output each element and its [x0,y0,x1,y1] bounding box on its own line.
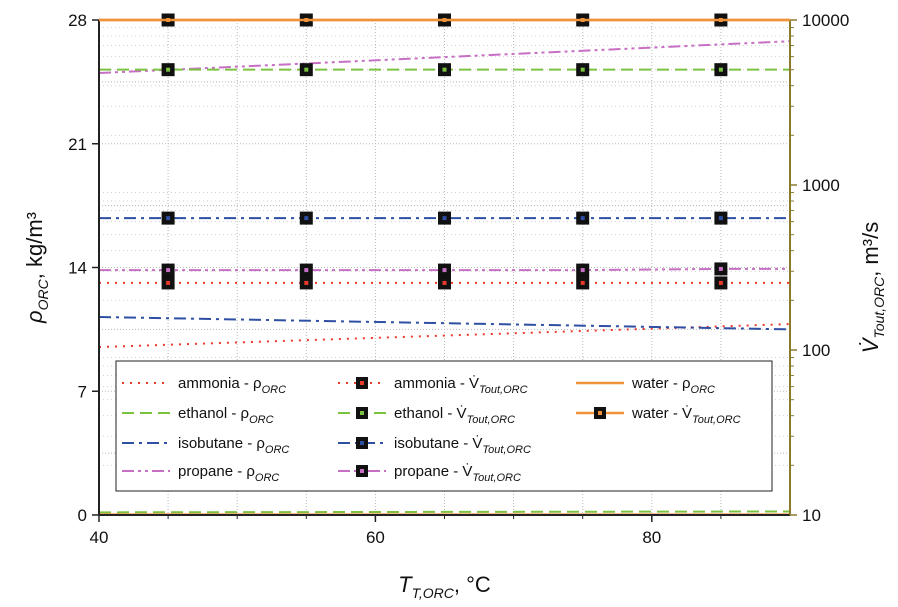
legend-label-main: ethanol - V̇ [394,405,467,422]
legend-label-6: isobutane - ρORC [178,435,289,456]
legend-marker-center-7 [360,441,364,445]
data-marker-center-8 [304,268,309,273]
y-right-tick-label: 10000 [802,11,849,30]
legend-label-main: water - V̇ [631,405,692,422]
legend-marker-center-1 [360,381,364,385]
series-line-2 [98,316,791,331]
y-left-axis-title: ρORC, kg/m³ [22,212,51,324]
y-left-tick-label: 0 [78,506,87,525]
data-marker-center-6 [442,67,447,72]
tick-labels: 40 60 80 0 7 14 21 28 10 100 1000 10000 [68,11,849,547]
legend-box [115,360,773,492]
legend-marker-center-4 [360,411,364,415]
x-tick-label: 80 [642,528,661,547]
data-marker-center-5 [580,280,585,285]
y-right-tick-label: 10 [802,506,821,525]
data-marker-center-8 [166,268,171,273]
y-right-axis-title-subscript: Tout,ORC [871,276,887,339]
data-marker-center-6 [166,67,171,72]
axes [92,18,797,522]
data-marker-center-7 [304,216,309,221]
y-left-tick-label: 21 [68,135,87,154]
legend-label-sub: ORC [265,444,290,456]
legend-label-main: ammonia - V̇ [394,375,479,392]
legend-label-9: propane - V̇Tout,ORC [394,463,521,484]
data-marker-center-8 [718,266,723,271]
legend-label-main: propane - V̇ [394,463,472,480]
legend-label-0: ammonia - ρORC [178,375,286,396]
legend-label-sub: ORC [691,384,716,396]
data-marker-center-5 [442,280,447,285]
legend-label-sub: Tout,ORC [692,414,741,426]
y-left-axis-title-unit: , kg/m³ [22,212,47,279]
legend-label-main: isobutane - ρ [178,435,265,452]
legend-label-5: water - V̇Tout,ORC [631,405,741,426]
y-left-axis-title-subscript: ORC [35,278,51,310]
data-marker-center-7 [166,216,171,221]
x-axis-title-subscript: T,ORC [412,585,455,601]
legend: ammonia - ρORC ammonia - V̇Tout,ORC water … [115,360,773,492]
y-left-tick-label: 7 [78,382,87,401]
legend-label-7: isobutane - V̇Tout,ORC [394,435,531,456]
legend-label-sub: Tout,ORC [482,444,531,456]
data-marker-center-6 [718,67,723,72]
y-left-tick-label: 28 [68,11,87,30]
legend-label-1: ammonia - V̇Tout,ORC [394,375,528,396]
legend-label-8: propane - ρORC [178,463,279,484]
x-axis-title: TT,ORC, °C [398,572,491,601]
data-marker-center-7 [442,216,447,221]
y-right-tick-label: 1000 [802,176,840,195]
legend-label-2: water - ρORC [631,375,715,396]
y-right-tick-label: 100 [802,341,830,360]
data-marker-center-7 [580,216,585,221]
legend-marker-center-5 [598,411,602,415]
legend-label-main: isobutane - V̇ [394,435,482,452]
data-marker-center-7 [718,216,723,221]
series-line-1 [98,510,791,514]
data-marker-center-5 [304,280,309,285]
legend-marker-center-9 [360,469,364,473]
x-tick-label: 40 [90,528,109,547]
legend-label-4: ethanol - V̇Tout,ORC [394,405,515,426]
legend-label-main: ethanol - ρ [178,405,249,422]
legend-label-sub: Tout,ORC [479,384,528,396]
legend-label-sub: Tout,ORC [467,414,516,426]
legend-label-main: water - ρ [631,375,691,392]
y-left-axis-title-symbol: ρ [22,310,47,324]
data-marker-center-8 [442,268,447,273]
legend-label-main: propane - ρ [178,463,255,480]
data-marker-center-6 [304,67,309,72]
y-right-axis-title-unit: , m³/s [858,222,883,277]
legend-label-main: ammonia - ρ [178,375,262,392]
x-axis-title-unit: , °C [454,572,491,597]
data-marker-center-5 [166,280,171,285]
legend-label-sub: ORC [249,414,274,426]
y-right-axis-title-symbol: V̇ [858,336,883,353]
data-marker-center-8 [580,268,585,273]
data-marker-center-6 [580,67,585,72]
legend-label-3: ethanol - ρORC [178,405,274,426]
series-line-3 [98,40,791,75]
x-tick-label: 60 [366,528,385,547]
y-left-tick-label: 14 [68,259,87,278]
legend-label-sub: ORC [255,472,280,484]
data-marker-center-5 [718,280,723,285]
x-axis-title-symbol: T [398,572,413,597]
legend-label-sub: ORC [262,384,287,396]
legend-label-sub: Tout,ORC [472,472,521,484]
y-right-axis-title: V̇Tout,ORC, m³/s [858,222,887,353]
